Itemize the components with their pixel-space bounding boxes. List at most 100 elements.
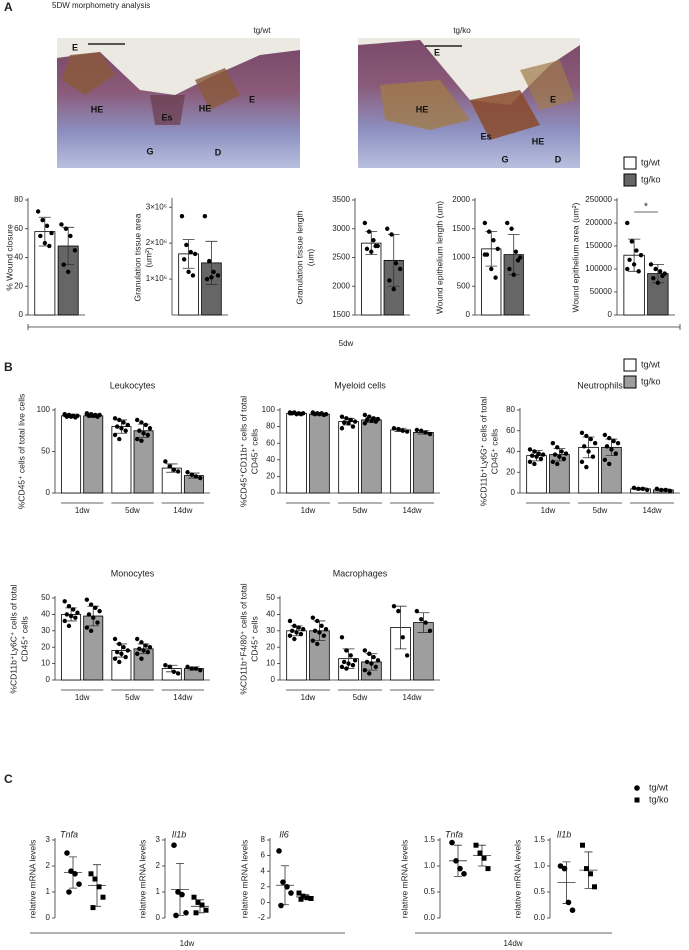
figure-title: 5DW morphometry analysis [52,1,150,10]
data-point [185,470,190,475]
legend-swatch [623,156,637,170]
bar [286,412,307,494]
data-point [123,654,128,660]
data-point [117,659,122,665]
data-point [125,422,131,428]
bar [61,415,82,494]
data-point [638,253,644,258]
data-point [66,413,72,419]
y-tick-label: 80 [506,405,515,414]
x-tick-label: 14dw [402,693,421,702]
data-point [590,454,596,459]
data-point [296,625,301,630]
data-point [482,220,488,226]
data-point [38,233,43,239]
data-point [540,452,546,457]
data-point [369,249,374,254]
data-point [391,426,397,431]
data-point [369,661,374,666]
data-point [184,242,189,248]
data-point [163,663,168,668]
image-title: tg/wt [254,26,272,35]
data-point [141,648,146,653]
image-label: HE [199,103,212,113]
data-point [207,258,212,264]
data-point [375,658,381,663]
data-point [119,651,124,656]
data-point [198,667,203,673]
data-point [112,432,118,438]
data-point [536,451,541,456]
data-point [44,223,50,229]
x-tick-label: 1dw [301,693,316,702]
image-label: HE [91,104,104,114]
data-point [625,220,630,226]
data-point [588,436,593,442]
data-point [47,243,52,249]
data-point [125,648,131,653]
data-point [114,649,120,655]
x-tick-label: 5dw [125,693,140,702]
data-point [391,286,396,292]
data-point [369,418,374,423]
significance-label: * [644,202,648,213]
data-point [367,651,372,656]
data-point [171,842,177,848]
data-point [584,866,589,872]
data-point [62,412,67,418]
data-point [427,431,433,437]
data-point [139,420,144,425]
data-point [88,871,94,877]
data-point [97,608,102,614]
y-axis-label: relative mRNA levels [137,840,147,918]
y-tick-label: 30 [266,626,275,635]
data-point [344,666,349,671]
y-axis-label: CD45⁺ cells [489,429,499,475]
legend-label: tg/wt [641,157,661,167]
y-tick-label: 40 [14,253,23,262]
chart-title: Tnfa [60,829,78,839]
data-point [538,456,544,461]
data-point [636,486,641,492]
data-point [373,243,378,249]
data-point [511,272,516,277]
legend-label: tg/ko [641,376,661,386]
y-tick-label: 1.0 [534,861,546,870]
data-point [636,269,641,274]
data-point [203,907,209,913]
data-point [73,615,78,620]
y-tick-label: 0 [261,898,266,907]
data-point [287,411,293,416]
chart-title: Macrophages [333,568,388,578]
data-point [659,487,664,493]
data-point [341,420,347,425]
y-tick-label: 1 [46,887,51,896]
data-point [648,262,654,267]
y-tick-label: 1.5 [534,835,546,844]
x-tick-label: 14dw [173,506,192,515]
y-tick-label: 50 [41,447,50,456]
data-point [96,884,102,890]
data-point [482,252,488,257]
y-tick-label: 0.0 [424,913,436,922]
data-point [341,659,347,665]
data-point [62,618,67,624]
data-point [294,411,299,417]
data-point [92,876,98,882]
data-point [485,866,491,872]
data-point [557,454,562,459]
data-point [276,848,282,854]
data-point [189,666,194,671]
legend-swatch [623,375,637,389]
data-point [550,441,556,446]
data-point [73,415,78,420]
data-point [592,441,598,446]
data-point [112,656,118,661]
histology-image [57,38,300,168]
data-point [404,653,410,658]
error-bar [188,472,200,479]
data-point [495,246,500,252]
data-point [319,623,324,629]
data-point [287,618,293,624]
